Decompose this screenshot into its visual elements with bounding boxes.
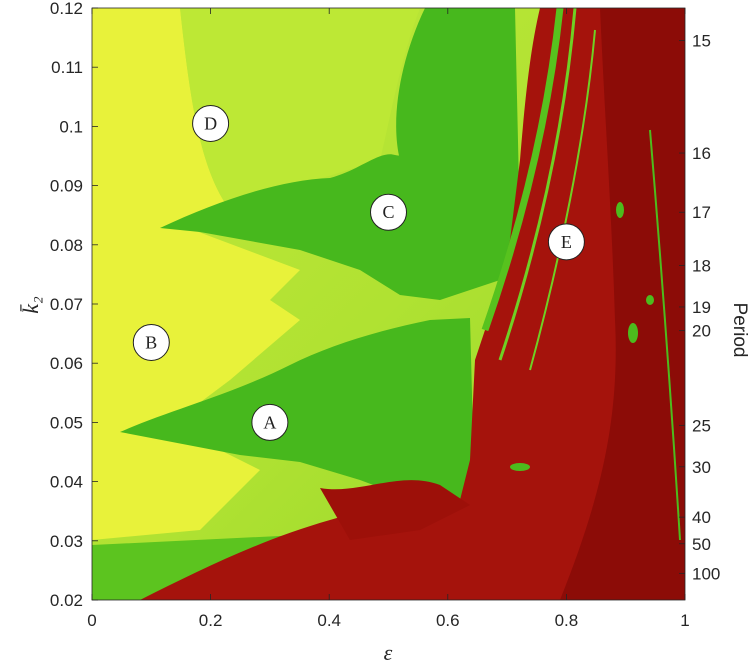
region-marker-label: C	[382, 202, 394, 222]
period-tick-label: 30	[692, 458, 711, 477]
x-tick-label: 1	[680, 611, 689, 630]
green-island-1	[510, 463, 530, 471]
period-tick-label: 25	[692, 416, 711, 435]
period-tick-label: 50	[692, 535, 711, 554]
region-marker-circle	[547, 223, 585, 261]
green-island-4	[616, 202, 624, 218]
y-tick-label: 0.1	[59, 117, 83, 136]
stripe-green-3	[529, 29, 596, 371]
y-tick-label: 0.07	[50, 295, 83, 314]
region-green-A	[120, 318, 475, 510]
period-axis: 15 16 17 18 19 20 25 30 40 50 100	[679, 32, 720, 583]
x-axis: 0 0.2 0.4 0.6 0.8 1	[87, 8, 690, 630]
y-tick-label: 0.08	[50, 236, 83, 255]
stripe-green-2	[498, 8, 577, 361]
region-marker-circle	[192, 104, 230, 142]
x-tick-label: 0.8	[555, 611, 579, 630]
period-tick-label: 20	[692, 322, 711, 341]
region-marker-label: E	[561, 232, 572, 252]
y-tick-label: 0.09	[50, 177, 83, 196]
region-labels: A B C D E	[132, 104, 585, 441]
y-tick-label: 0.12	[50, 0, 83, 18]
x-tick-label: 0.6	[436, 611, 460, 630]
green-island-3	[646, 295, 654, 305]
y-tick-label: 0.06	[50, 354, 83, 373]
region-marker-circle	[370, 193, 407, 231]
period-tick-label: 100	[692, 564, 720, 583]
period-tick-label: 40	[692, 508, 711, 527]
region-marker-label: B	[145, 332, 157, 352]
period-axis-label: Period	[729, 303, 750, 358]
x-tick-label: 0	[87, 611, 96, 630]
region-marker-circle	[132, 323, 170, 361]
stripe-green-4	[649, 129, 681, 541]
y-axis: 0.02 0.03 0.04 0.05 0.06 0.07 0.08 0.09 0.1 0.11 0…	[50, 0, 98, 610]
period-tick-label: 18	[692, 257, 711, 276]
period-tick-label: 15	[692, 32, 711, 51]
region-red-E	[140, 8, 685, 600]
period-tick-label: 19	[692, 298, 711, 317]
x-tick-label: 0.2	[199, 611, 223, 630]
period-tick-label: 17	[692, 203, 711, 222]
region-dark-red	[560, 8, 685, 600]
green-island-2	[628, 323, 638, 343]
stripe-green-1	[481, 8, 564, 332]
region-red-lower-wedge	[320, 480, 470, 540]
period-tick-label: 16	[692, 144, 711, 163]
x-axis-label: ε	[384, 640, 393, 665]
y-tick-label: 0.05	[50, 413, 83, 432]
y-tick-label: 0.03	[50, 532, 83, 551]
x-tick-label: 0.4	[317, 611, 341, 630]
y-tick-label: 0.04	[50, 473, 83, 492]
region-marker-label: A	[263, 412, 276, 432]
region-green-C	[160, 8, 520, 300]
region-light-green-upper	[180, 8, 420, 210]
region-marker-label: D	[204, 113, 217, 133]
y-tick-label: 0.02	[50, 591, 83, 610]
region-yellow	[92, 8, 300, 540]
y-axis-label: k̄₂	[18, 296, 43, 314]
y-tick-label: 0.11	[51, 58, 83, 77]
plot-area	[92, 8, 685, 600]
region-marker-circle	[251, 403, 289, 441]
